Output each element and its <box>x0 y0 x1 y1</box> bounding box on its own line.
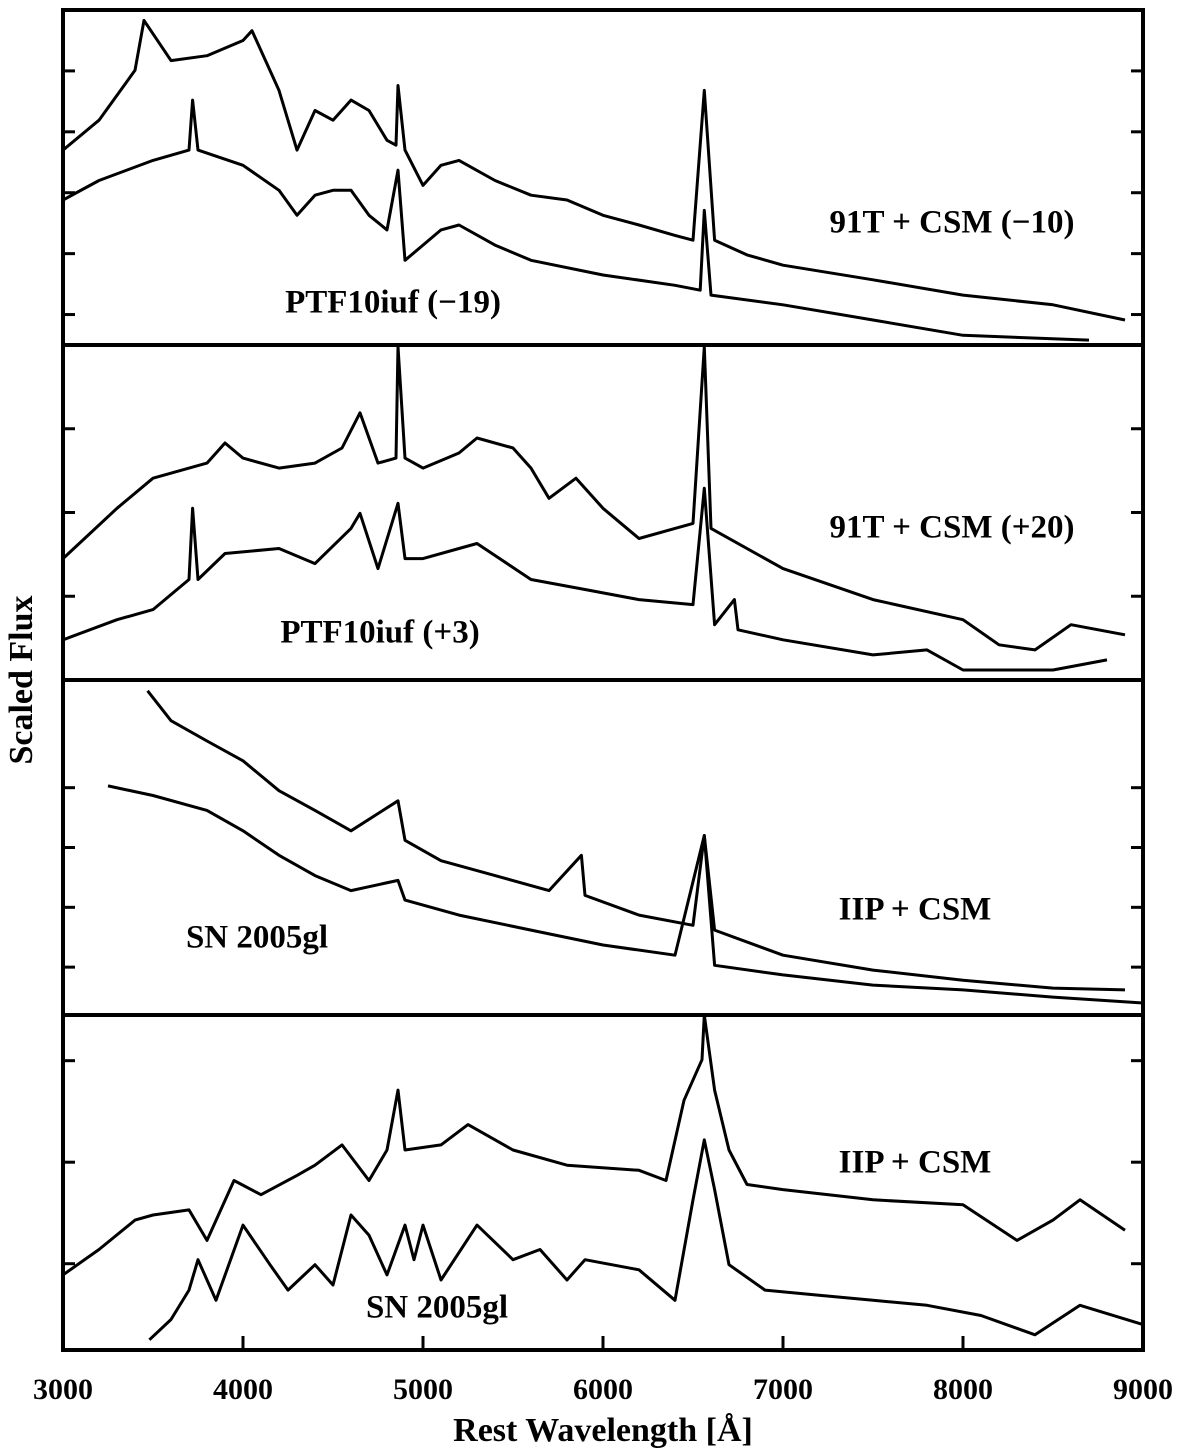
spectrum <box>63 345 1126 652</box>
x-tick-label: 6000 <box>573 1373 633 1406</box>
series-label: PTF10iuf (+3) <box>280 615 479 651</box>
series-label: PTF10iuf (−19) <box>285 285 501 321</box>
spectrum <box>63 486 1108 672</box>
panel-frame <box>61 8 1145 347</box>
spectrum <box>148 1138 1143 1341</box>
x-axis-label: Rest Wavelength [Å] <box>453 1412 753 1449</box>
spectrum <box>107 784 1143 1005</box>
spectrum <box>63 18 1126 322</box>
series-label: SN 2005gl <box>366 1290 508 1326</box>
y-axis-label: Scaled Flux <box>3 595 40 764</box>
x-tick-label: 8000 <box>933 1373 993 1406</box>
series-label: 91T + CSM (−10) <box>829 205 1074 241</box>
series-label: SN 2005gl <box>186 920 328 956</box>
series-label: IIP + CSM <box>839 1145 992 1181</box>
x-tick-label: 9000 <box>1113 1373 1173 1406</box>
panel-frame <box>61 678 1145 1017</box>
x-tick-label: 3000 <box>33 1373 93 1406</box>
series-label: IIP + CSM <box>839 892 992 928</box>
x-tick-label: 4000 <box>213 1373 273 1406</box>
x-tick-label: 7000 <box>753 1373 813 1406</box>
spectrum <box>63 98 1090 342</box>
series-label: 91T + CSM (+20) <box>829 510 1074 546</box>
spectrum <box>63 1015 1126 1277</box>
x-tick-label: 5000 <box>393 1373 453 1406</box>
spectrum <box>146 689 1126 992</box>
panel-frame <box>61 1013 1145 1352</box>
